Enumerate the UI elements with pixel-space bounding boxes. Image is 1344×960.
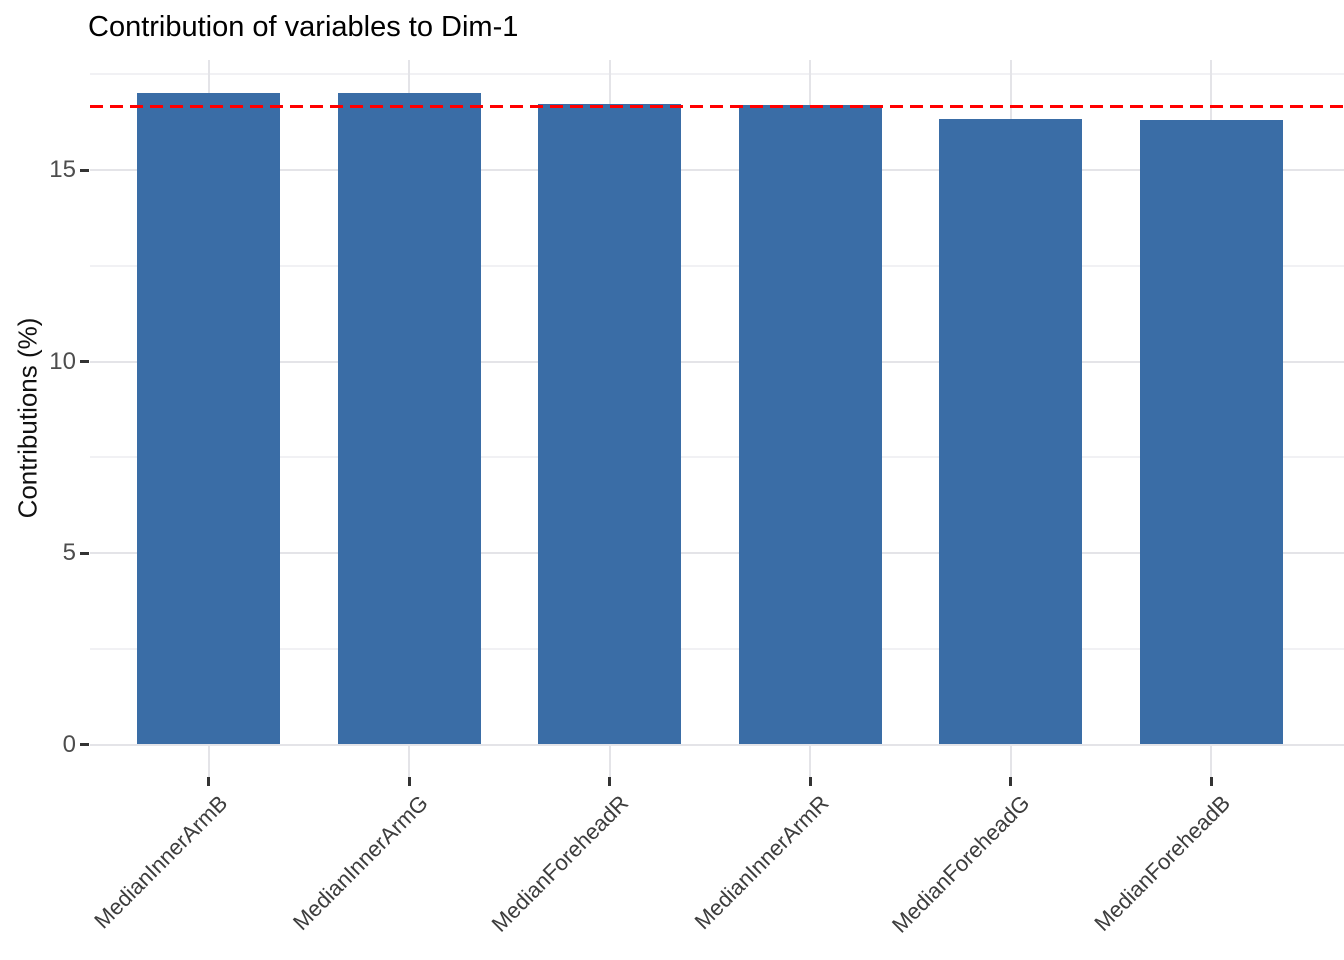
y-axis-tick-label: 0 bbox=[62, 730, 76, 758]
x-axis-tick-label: MedianInnerArmR bbox=[690, 790, 834, 935]
x-axis-tick bbox=[808, 777, 812, 786]
gridline-minor bbox=[90, 456, 1344, 459]
y-axis-tick bbox=[80, 168, 89, 172]
y-axis-tick-label: 15 bbox=[49, 156, 76, 183]
plot-panel bbox=[90, 60, 1344, 777]
x-axis-tick-label: MedianInnerArmG bbox=[288, 790, 433, 936]
x-axis-tick-label: MedianForeheadG bbox=[887, 790, 1035, 938]
x-axis-tick-label: MedianForeheadB bbox=[1089, 790, 1235, 936]
bar bbox=[137, 92, 280, 745]
gridline-major bbox=[90, 360, 1344, 363]
bar bbox=[939, 118, 1082, 745]
x-axis-tick bbox=[207, 777, 210, 786]
gridline-major bbox=[90, 552, 1344, 554]
gridline-major bbox=[90, 169, 1344, 171]
x-axis-tick bbox=[1009, 777, 1012, 786]
gridline-minor bbox=[90, 647, 1344, 650]
y-axis-tick-label: 10 bbox=[49, 347, 76, 375]
bar bbox=[738, 104, 882, 745]
bar bbox=[1139, 119, 1283, 745]
y-axis-tick bbox=[80, 743, 89, 746]
gridline-major bbox=[90, 743, 1344, 746]
x-axis-tick bbox=[407, 777, 411, 786]
y-axis-tick bbox=[80, 551, 89, 555]
reference-line bbox=[90, 104, 1344, 108]
x-axis-tick bbox=[1209, 777, 1213, 786]
x-axis-tick-label: MedianInnerArmB bbox=[89, 790, 233, 934]
bar bbox=[538, 104, 681, 745]
gridline-minor bbox=[90, 73, 1344, 76]
x-axis-tick-label: MedianForeheadR bbox=[486, 790, 634, 937]
y-axis-tick-label: 5 bbox=[62, 539, 76, 566]
gridline-minor bbox=[90, 264, 1344, 267]
bar bbox=[337, 93, 481, 745]
y-axis-tick bbox=[80, 360, 89, 363]
chart-title: Contribution of variables to Dim-1 bbox=[88, 11, 519, 43]
x-axis-tick bbox=[608, 777, 611, 786]
